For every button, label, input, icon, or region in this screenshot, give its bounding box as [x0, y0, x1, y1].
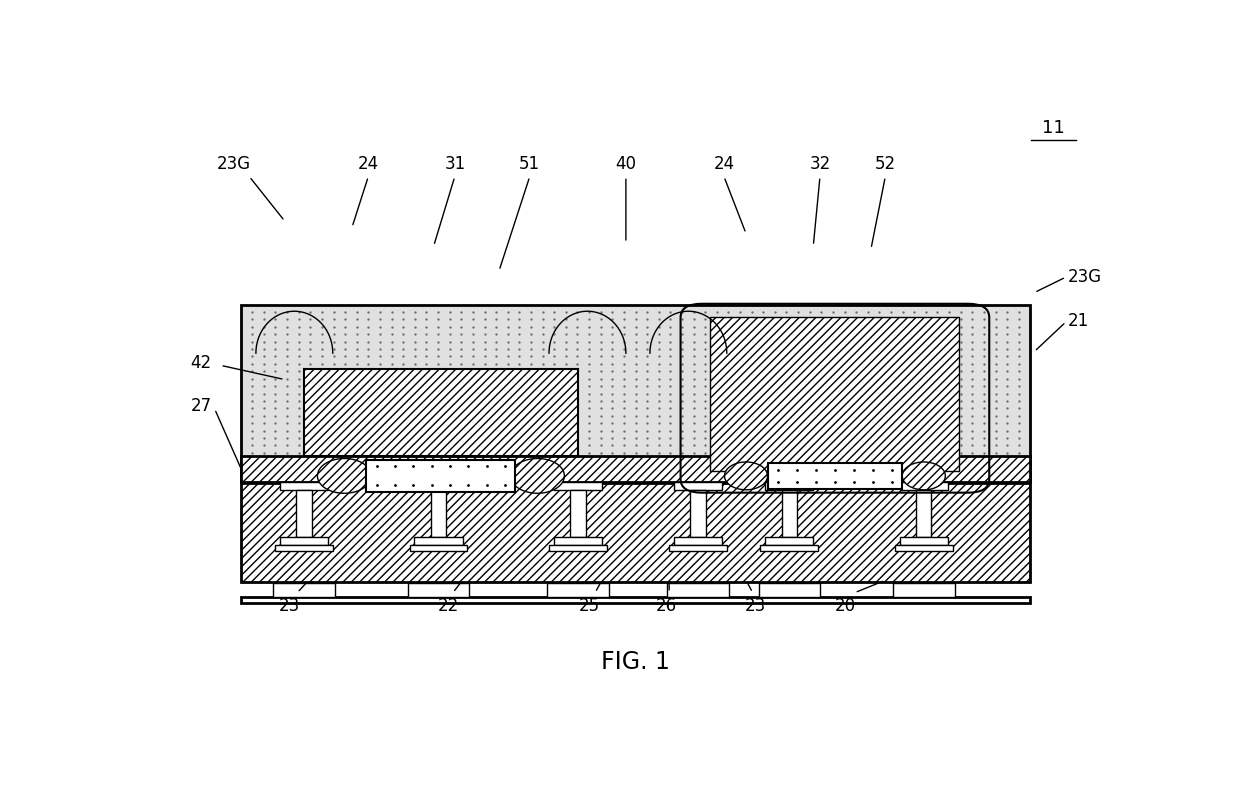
Bar: [275, 545, 332, 551]
Bar: [280, 482, 327, 490]
Text: 24: 24: [358, 155, 379, 173]
Bar: [273, 583, 335, 597]
Bar: [667, 583, 729, 597]
Text: 42: 42: [191, 353, 212, 372]
Text: 25: 25: [579, 597, 600, 615]
Bar: [430, 490, 446, 537]
Bar: [280, 537, 327, 545]
Bar: [554, 537, 601, 545]
Bar: [409, 545, 467, 551]
Bar: [893, 583, 955, 597]
Text: 23G: 23G: [217, 155, 250, 173]
Bar: [554, 482, 601, 490]
Bar: [760, 545, 818, 551]
Polygon shape: [317, 458, 371, 493]
Polygon shape: [724, 462, 768, 490]
Bar: [691, 490, 706, 537]
Text: 52: 52: [874, 155, 897, 173]
Bar: [242, 305, 1029, 482]
Bar: [242, 456, 1029, 482]
Text: 31: 31: [444, 155, 465, 173]
Bar: [408, 583, 469, 597]
Bar: [414, 537, 463, 545]
Text: 23: 23: [745, 597, 766, 615]
Bar: [675, 537, 722, 545]
Polygon shape: [511, 458, 564, 493]
Text: FIG. 1: FIG. 1: [601, 650, 670, 675]
Text: 22: 22: [438, 597, 459, 615]
Text: 23: 23: [279, 597, 300, 615]
Text: 21: 21: [1068, 312, 1089, 329]
Bar: [900, 482, 947, 490]
Bar: [768, 463, 903, 488]
Bar: [895, 545, 952, 551]
Bar: [781, 490, 797, 537]
Text: 32: 32: [810, 155, 831, 173]
Text: 11: 11: [1042, 119, 1065, 137]
Bar: [367, 460, 516, 492]
Bar: [670, 545, 727, 551]
Bar: [765, 482, 813, 490]
Text: 24: 24: [713, 155, 734, 173]
Bar: [242, 597, 1029, 604]
Bar: [711, 317, 960, 471]
Bar: [547, 583, 609, 597]
Bar: [242, 483, 1029, 582]
Bar: [759, 583, 820, 597]
Bar: [549, 545, 606, 551]
Bar: [916, 490, 931, 537]
Bar: [765, 537, 813, 545]
Text: 27: 27: [191, 397, 212, 416]
Text: 23G: 23G: [1068, 268, 1102, 286]
Bar: [570, 490, 585, 537]
Text: 40: 40: [615, 155, 636, 173]
Text: 26: 26: [656, 597, 677, 615]
Text: 51: 51: [520, 155, 541, 173]
Polygon shape: [903, 462, 945, 490]
Bar: [675, 482, 722, 490]
Bar: [304, 369, 578, 456]
Bar: [296, 490, 311, 537]
Bar: [900, 537, 947, 545]
Bar: [414, 482, 463, 490]
Text: 20: 20: [835, 597, 856, 615]
